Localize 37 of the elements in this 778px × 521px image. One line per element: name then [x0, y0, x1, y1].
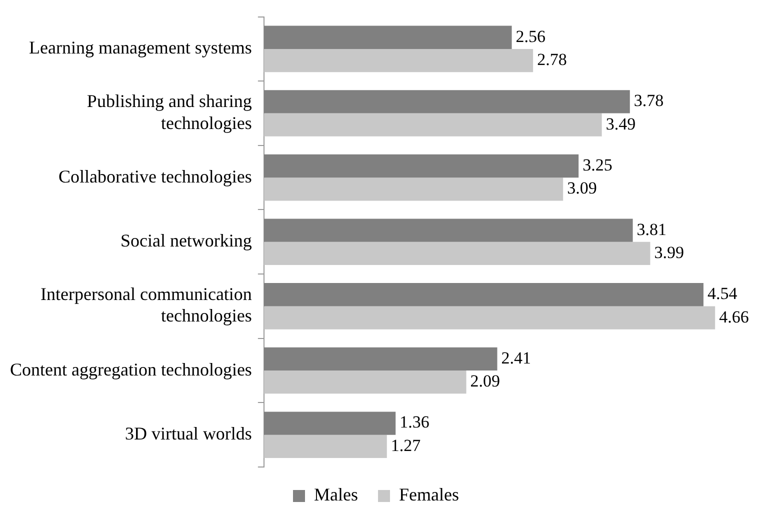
- bar: [264, 283, 704, 306]
- y-tick-label: Collaborative technologies: [58, 166, 252, 186]
- bar: [264, 218, 633, 242]
- data-label: 3.25: [582, 155, 612, 174]
- data-label: 3.81: [636, 220, 667, 239]
- bar: [264, 113, 602, 136]
- data-label: 1.27: [390, 436, 422, 455]
- y-tick-label: Social networking: [120, 230, 252, 251]
- data-label: 3.09: [567, 178, 597, 198]
- legend-label: Males: [314, 484, 358, 505]
- data-label: 3.49: [606, 114, 636, 134]
- bar: [264, 347, 498, 371]
- y-tick-label: 3D virtual worlds: [124, 424, 252, 444]
- data-label: 4.66: [719, 307, 749, 326]
- bar: [264, 370, 466, 394]
- y-tick-label: Interpersonal communication technologies: [40, 284, 252, 326]
- legend-label: Females: [399, 484, 459, 505]
- bar: [264, 242, 650, 266]
- data-label: 2.41: [501, 348, 532, 368]
- data-label: 2.09: [470, 372, 500, 391]
- bar: [264, 90, 630, 114]
- y-tick-label: Publishing and sharing technologies: [86, 91, 252, 133]
- data-label: 3.99: [654, 242, 684, 262]
- bar: [264, 48, 534, 72]
- y-tick-label: Learning management systems: [29, 38, 252, 58]
- bar: [264, 26, 512, 49]
- data-label: 3.78: [634, 91, 664, 110]
- bar: [264, 178, 564, 201]
- bar: [264, 434, 387, 458]
- data-label: 2.56: [516, 26, 546, 46]
- data-label: 4.54: [707, 284, 738, 304]
- data-label: 2.78: [537, 50, 567, 69]
- bar: [264, 306, 716, 330]
- data-label: 1.36: [400, 412, 430, 432]
- bar: [264, 412, 396, 435]
- bar: [264, 154, 579, 178]
- y-tick-label: Content aggregation technologies: [10, 359, 252, 380]
